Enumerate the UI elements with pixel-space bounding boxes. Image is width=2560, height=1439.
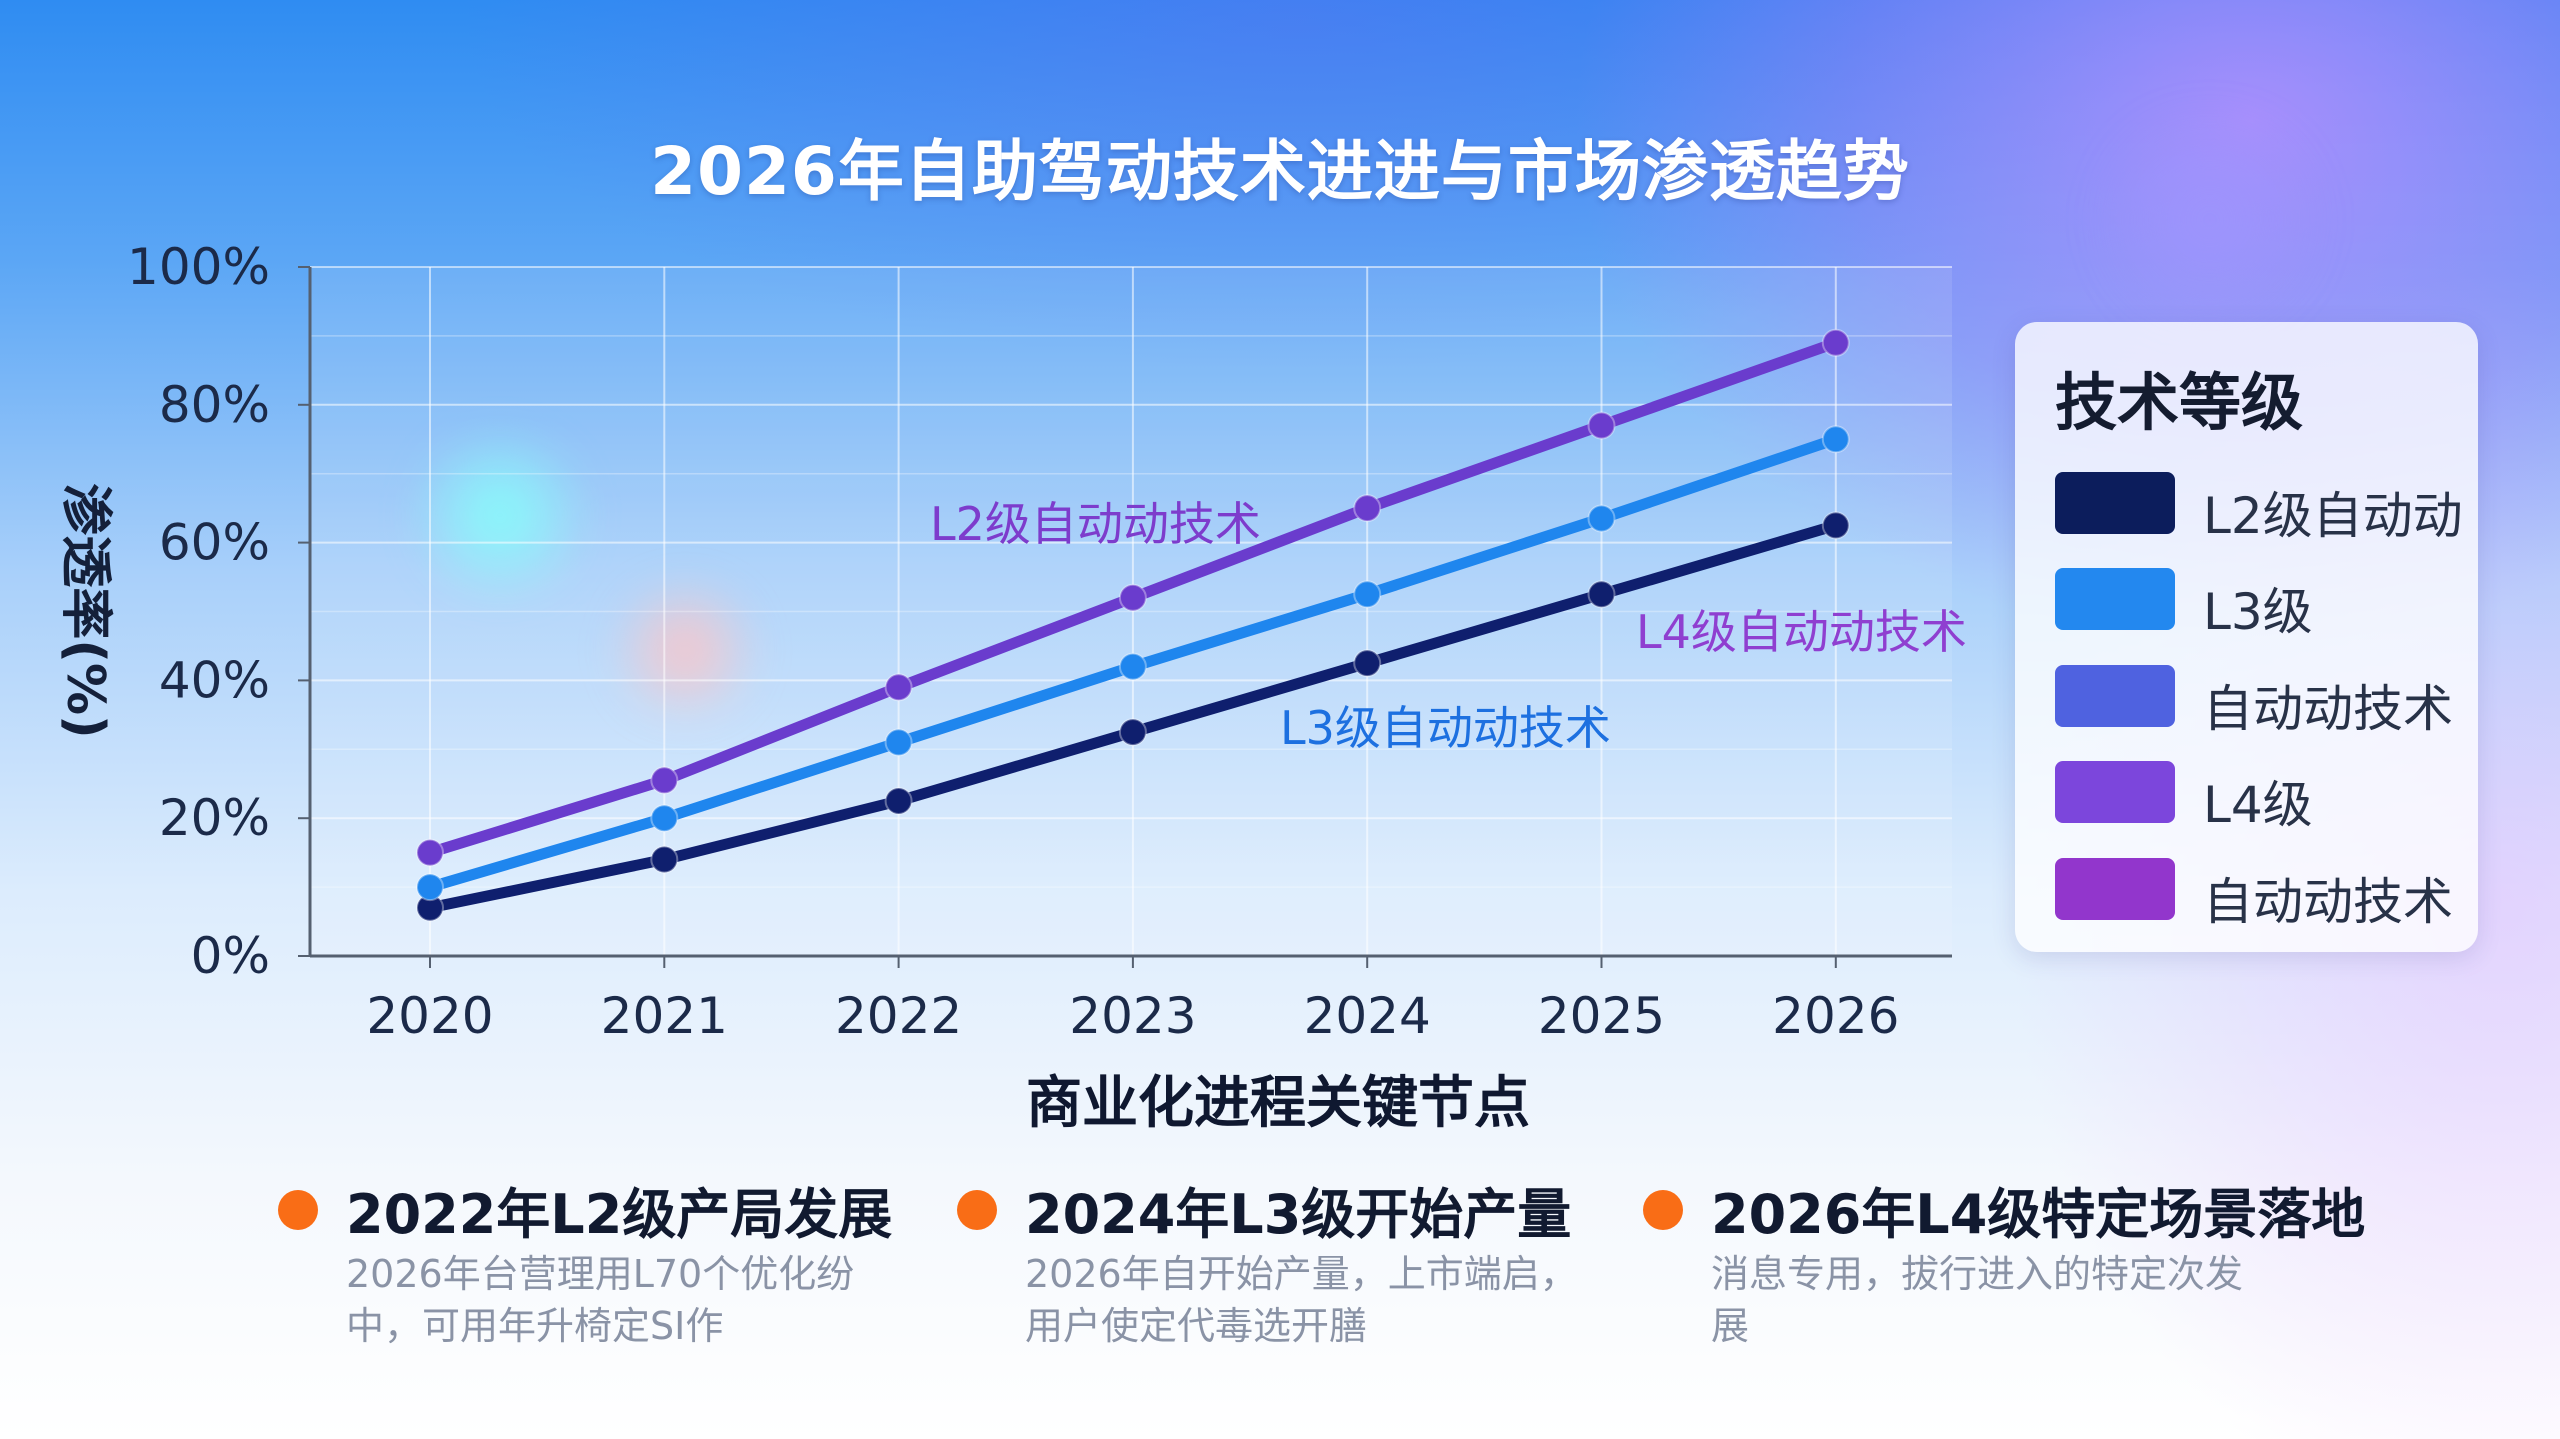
data-point bbox=[1587, 504, 1616, 533]
y-tick-label: 80% bbox=[159, 376, 270, 434]
series-annotation: L2级自动动技术 bbox=[930, 497, 1261, 551]
legend-label: 自动动技术 bbox=[2203, 873, 2453, 931]
legend-label: 自动动技术 bbox=[2203, 680, 2453, 738]
y-tick-label: 0% bbox=[191, 927, 270, 985]
milestone-title: 2022年L2级产局发展 bbox=[346, 1183, 893, 1246]
legend-swatch bbox=[2055, 568, 2175, 630]
orange-bullet-icon bbox=[1643, 1190, 1683, 1230]
milestone-title: 2024年L3级开始产量 bbox=[1025, 1183, 1572, 1246]
data-point bbox=[1821, 511, 1850, 540]
chart-title: 2026年自助驾动技术进进与市场渗透趋势 bbox=[650, 133, 1910, 210]
x-tick-label: 2025 bbox=[1538, 987, 1665, 1045]
x-tick-label: 2024 bbox=[1304, 987, 1431, 1045]
y-axis-label: 渗透率(%) bbox=[55, 483, 115, 739]
legend-label: L3级 bbox=[2203, 583, 2313, 641]
x-axis-label: 商业化进程关键节点 bbox=[1026, 1071, 1530, 1136]
orange-bullet-icon bbox=[278, 1190, 318, 1230]
data-point bbox=[1353, 580, 1382, 609]
legend-swatch bbox=[2055, 761, 2175, 823]
data-point bbox=[650, 766, 679, 795]
legend-label: L2级自动动 bbox=[2203, 487, 2463, 545]
data-point bbox=[1821, 425, 1850, 454]
legend-item: 自动动技术 bbox=[2055, 858, 2475, 931]
x-tick-label: 2022 bbox=[835, 987, 962, 1045]
x-tick-label: 2026 bbox=[1772, 987, 1899, 1045]
y-tick-label: 60% bbox=[159, 514, 270, 572]
data-point bbox=[1821, 328, 1850, 357]
data-point bbox=[650, 845, 679, 874]
data-point bbox=[1118, 583, 1147, 612]
data-point bbox=[416, 873, 444, 902]
data-point bbox=[650, 804, 679, 833]
series-annotation: L3级自动动技术 bbox=[1280, 701, 1611, 755]
data-point bbox=[1587, 580, 1616, 609]
legend-item: 自动动技术 bbox=[2055, 665, 2475, 738]
x-tick-label: 2021 bbox=[601, 987, 728, 1045]
data-point bbox=[1353, 649, 1382, 678]
y-tick-label: 100% bbox=[127, 238, 270, 296]
data-point bbox=[1587, 411, 1616, 440]
series-annotation: L4级自动动技术 bbox=[1636, 605, 1967, 659]
legend-panel: 技术等级 L2级自动动 L3级 自动动技术 L4级 自动动技术 bbox=[2015, 322, 2478, 952]
y-tick-label: 20% bbox=[159, 789, 270, 847]
orange-bullet-icon bbox=[957, 1190, 997, 1230]
legend-swatch bbox=[2055, 665, 2175, 727]
data-point bbox=[884, 786, 913, 815]
legend-item: L4级 bbox=[2055, 761, 2475, 834]
data-point bbox=[1118, 718, 1147, 747]
legend-swatch bbox=[2055, 858, 2175, 920]
legend-title: 技术等级 bbox=[2055, 366, 2304, 439]
data-point bbox=[884, 673, 913, 702]
data-point bbox=[1353, 494, 1382, 523]
x-tick-label: 2020 bbox=[366, 987, 493, 1045]
legend-item: L2级自动动 bbox=[2055, 472, 2475, 545]
legend-label: L4级 bbox=[2203, 776, 2313, 834]
milestone-description: 消息专用，拔行进入的特定次发展 bbox=[1711, 1252, 2244, 1348]
data-point bbox=[1118, 652, 1147, 681]
y-tick-label: 40% bbox=[159, 651, 270, 709]
milestone-description: 2026年台营理用L70个优化纷中，可用年升椅定SI作 bbox=[346, 1252, 855, 1348]
legend-item: L3级 bbox=[2055, 568, 2475, 641]
legend-swatch bbox=[2055, 472, 2175, 534]
milestone-title: 2026年L4级特定场景落地 bbox=[1711, 1183, 2366, 1246]
data-point bbox=[416, 838, 444, 867]
data-point bbox=[884, 728, 913, 757]
x-tick-label: 2023 bbox=[1069, 987, 1196, 1045]
milestone-description: 2026年自开始产量，上市端启，用户使定代毒选开膳 bbox=[1025, 1252, 1578, 1348]
